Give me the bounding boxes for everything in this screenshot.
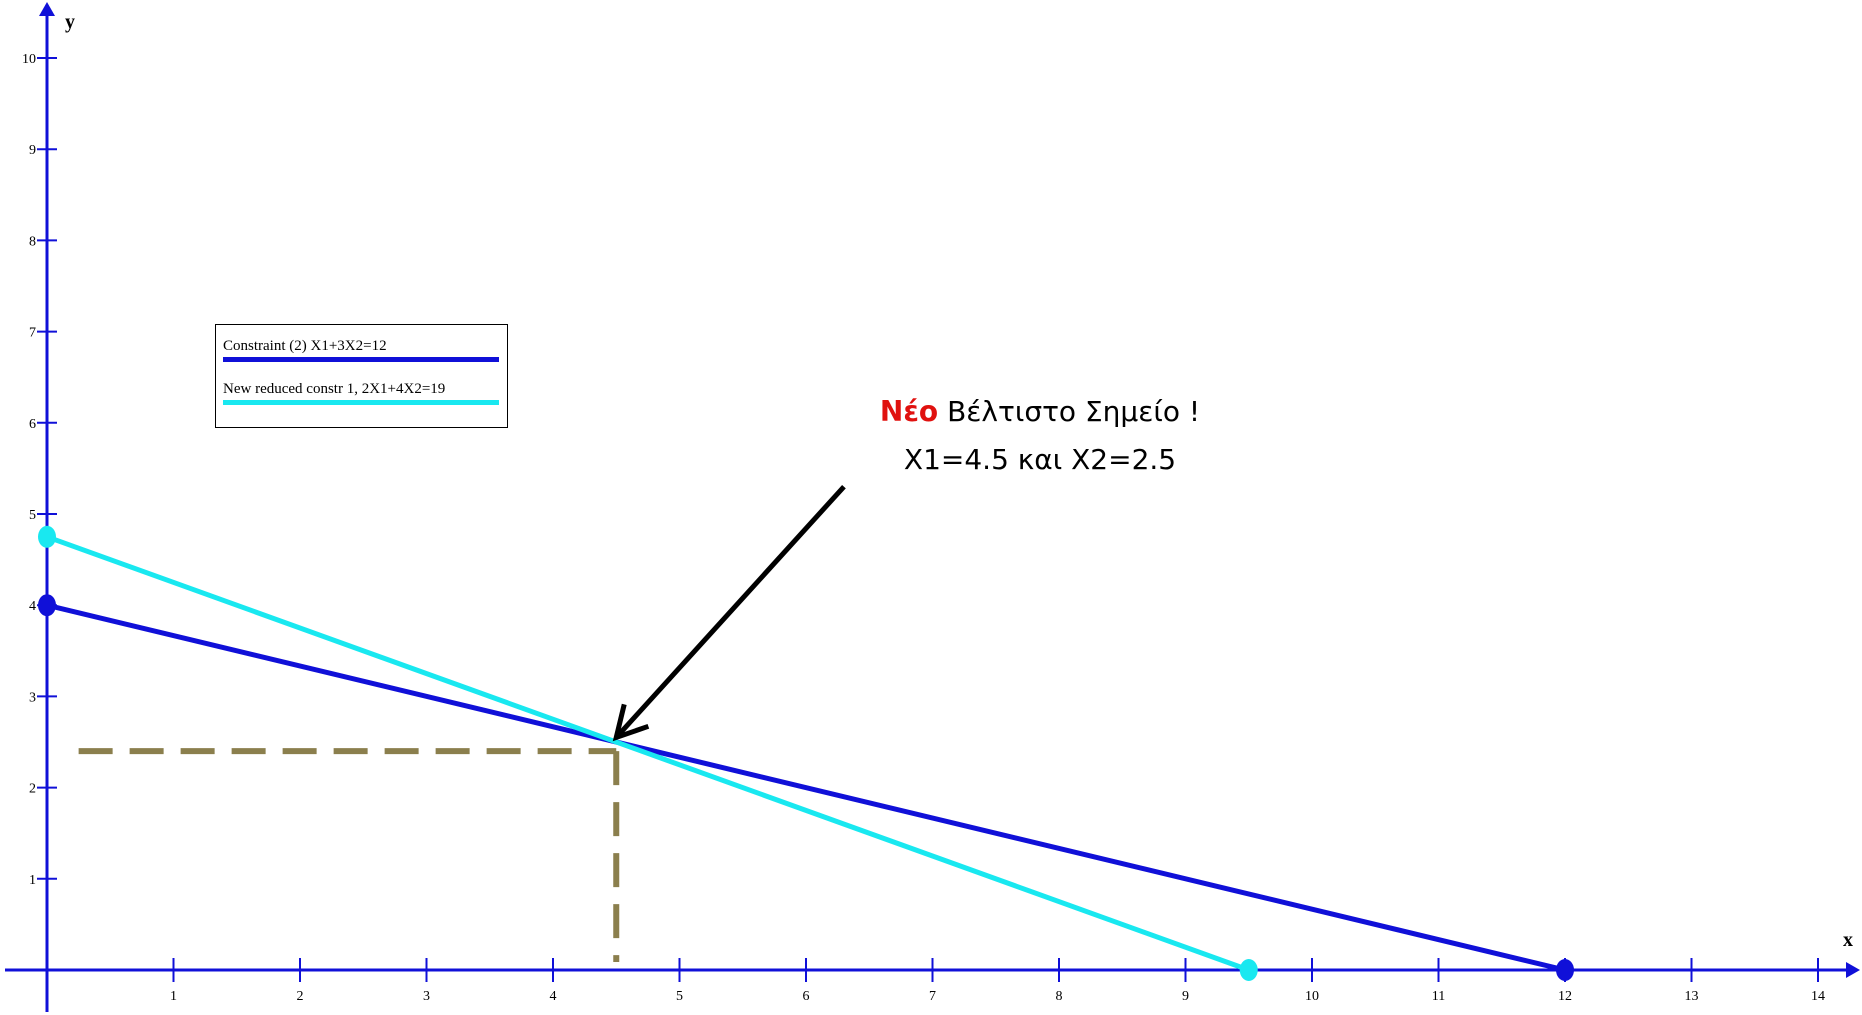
legend-swatch <box>223 357 499 362</box>
y-tick-label: 3 <box>29 690 36 705</box>
x-tick-label: 9 <box>1182 989 1189 1004</box>
x-tick-label: 4 <box>550 989 557 1004</box>
y-tick-label: 9 <box>29 143 36 158</box>
series-line-1 <box>46 602 1566 973</box>
y-tick-label: 7 <box>29 326 36 341</box>
x-axis-arrowhead <box>1846 962 1860 978</box>
legend: Constraint (2) X1+3X2=12 New reduced con… <box>215 324 508 428</box>
x-tick-label: 5 <box>676 989 683 1004</box>
annotation-line-1: Νέο Βέλτιστο Σημείο ! <box>820 388 1260 436</box>
optimum-annotation: Νέο Βέλτιστο Σημείο ! X1=4.5 και X2=2.5 <box>820 388 1260 484</box>
legend-swatch <box>223 400 499 405</box>
legend-item-constraint-2: Constraint (2) X1+3X2=12 <box>223 338 499 362</box>
x-tick-label: 11 <box>1432 989 1445 1004</box>
y-tick-label: 2 <box>29 782 36 797</box>
y-axis-label: y <box>65 11 75 33</box>
x-axis-label: x <box>1843 929 1853 951</box>
x-tick-label: 10 <box>1305 989 1319 1004</box>
x-tick-label: 1 <box>170 989 177 1004</box>
series-line-2 <box>46 534 1250 973</box>
arrow-head <box>612 703 650 742</box>
series-endpoint-1 <box>1556 959 1574 981</box>
x-tick-label: 7 <box>929 989 936 1004</box>
y-tick-label: 6 <box>29 417 36 432</box>
y-tick-label: 4 <box>29 599 36 614</box>
series-endpoint-1 <box>38 594 56 617</box>
annotation-line-1-text: Βέλτιστο Σημείο ! <box>938 395 1201 428</box>
arrow-shaft <box>614 484 846 740</box>
y-tick-label: 8 <box>29 234 36 249</box>
legend-label: Constraint (2) X1+3X2=12 <box>223 338 387 354</box>
y-axis-arrowhead <box>39 2 55 16</box>
annotation-line-2: X1=4.5 και X2=2.5 <box>903 443 1177 476</box>
legend-item-new-reduced-constr-1: New reduced constr 1, 2X1+4X2=19 <box>223 381 499 405</box>
x-tick-label: 13 <box>1685 989 1699 1004</box>
x-tick-label: 2 <box>297 989 304 1004</box>
annotation-arrow <box>612 484 846 742</box>
y-tick-label: 10 <box>22 52 36 67</box>
x-tick-label: 8 <box>1056 989 1063 1004</box>
y-tick-label: 1 <box>29 873 36 888</box>
x-tick-label: 6 <box>803 989 810 1004</box>
x-tick-label: 3 <box>423 989 430 1004</box>
annotation-highlight: Νέο <box>879 395 939 428</box>
y-tick-label: 5 <box>29 508 36 523</box>
series-group <box>38 525 1574 981</box>
optimum-guide-lines <box>78 748 620 962</box>
legend-label: New reduced constr 1, 2X1+4X2=19 <box>223 381 446 397</box>
x-tick-label: 14 <box>1811 989 1825 1004</box>
series-endpoint-2 <box>38 525 56 548</box>
x-tick-label: 12 <box>1558 989 1572 1004</box>
series-endpoint-2 <box>1239 959 1258 981</box>
